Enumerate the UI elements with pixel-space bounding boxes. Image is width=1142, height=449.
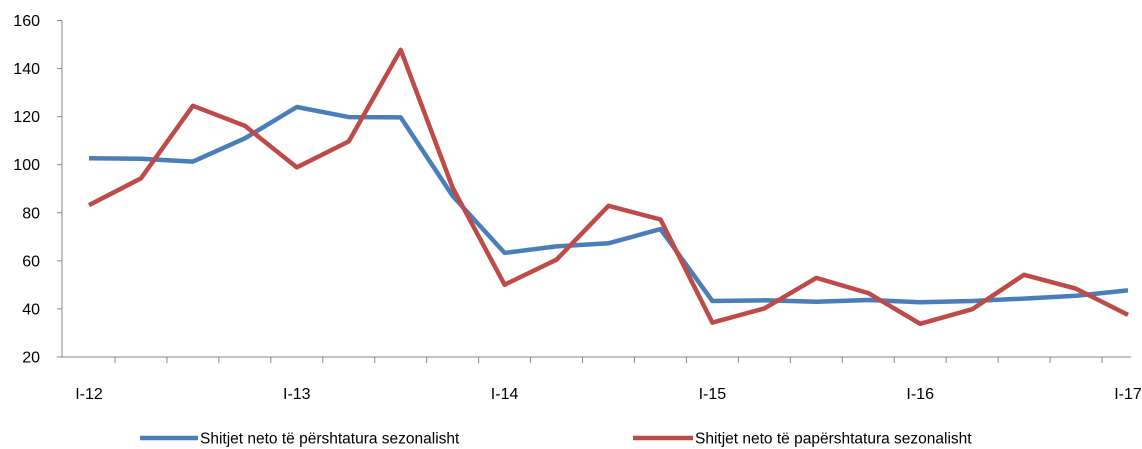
y-tick-label: 80 <box>22 205 40 222</box>
series-line-1 <box>88 104 1129 305</box>
x-tick-label: I-12 <box>75 386 103 403</box>
legend-label-2: Shitjet neto të papërshtatura sezonalish… <box>695 431 972 448</box>
y-tick-label: 60 <box>22 253 40 270</box>
y-tick-label: 100 <box>13 157 40 174</box>
y-tick-label: 20 <box>22 350 40 367</box>
x-tick-label: I-16 <box>906 386 934 403</box>
y-tick-label: 140 <box>13 61 40 78</box>
x-tick-label: I-14 <box>491 386 519 403</box>
series-line-2 <box>87 47 1130 327</box>
x-tick-label: I-15 <box>699 386 727 403</box>
legend-label-1: Shitjet neto të përshtatura sezonalisht <box>200 431 460 448</box>
x-tick-label: I-13 <box>283 386 311 403</box>
x-tick-label: I-17 <box>1114 386 1142 403</box>
y-tick-label: 40 <box>22 301 40 318</box>
y-tick-label: 120 <box>13 109 40 126</box>
y-tick-label: 160 <box>13 13 40 30</box>
